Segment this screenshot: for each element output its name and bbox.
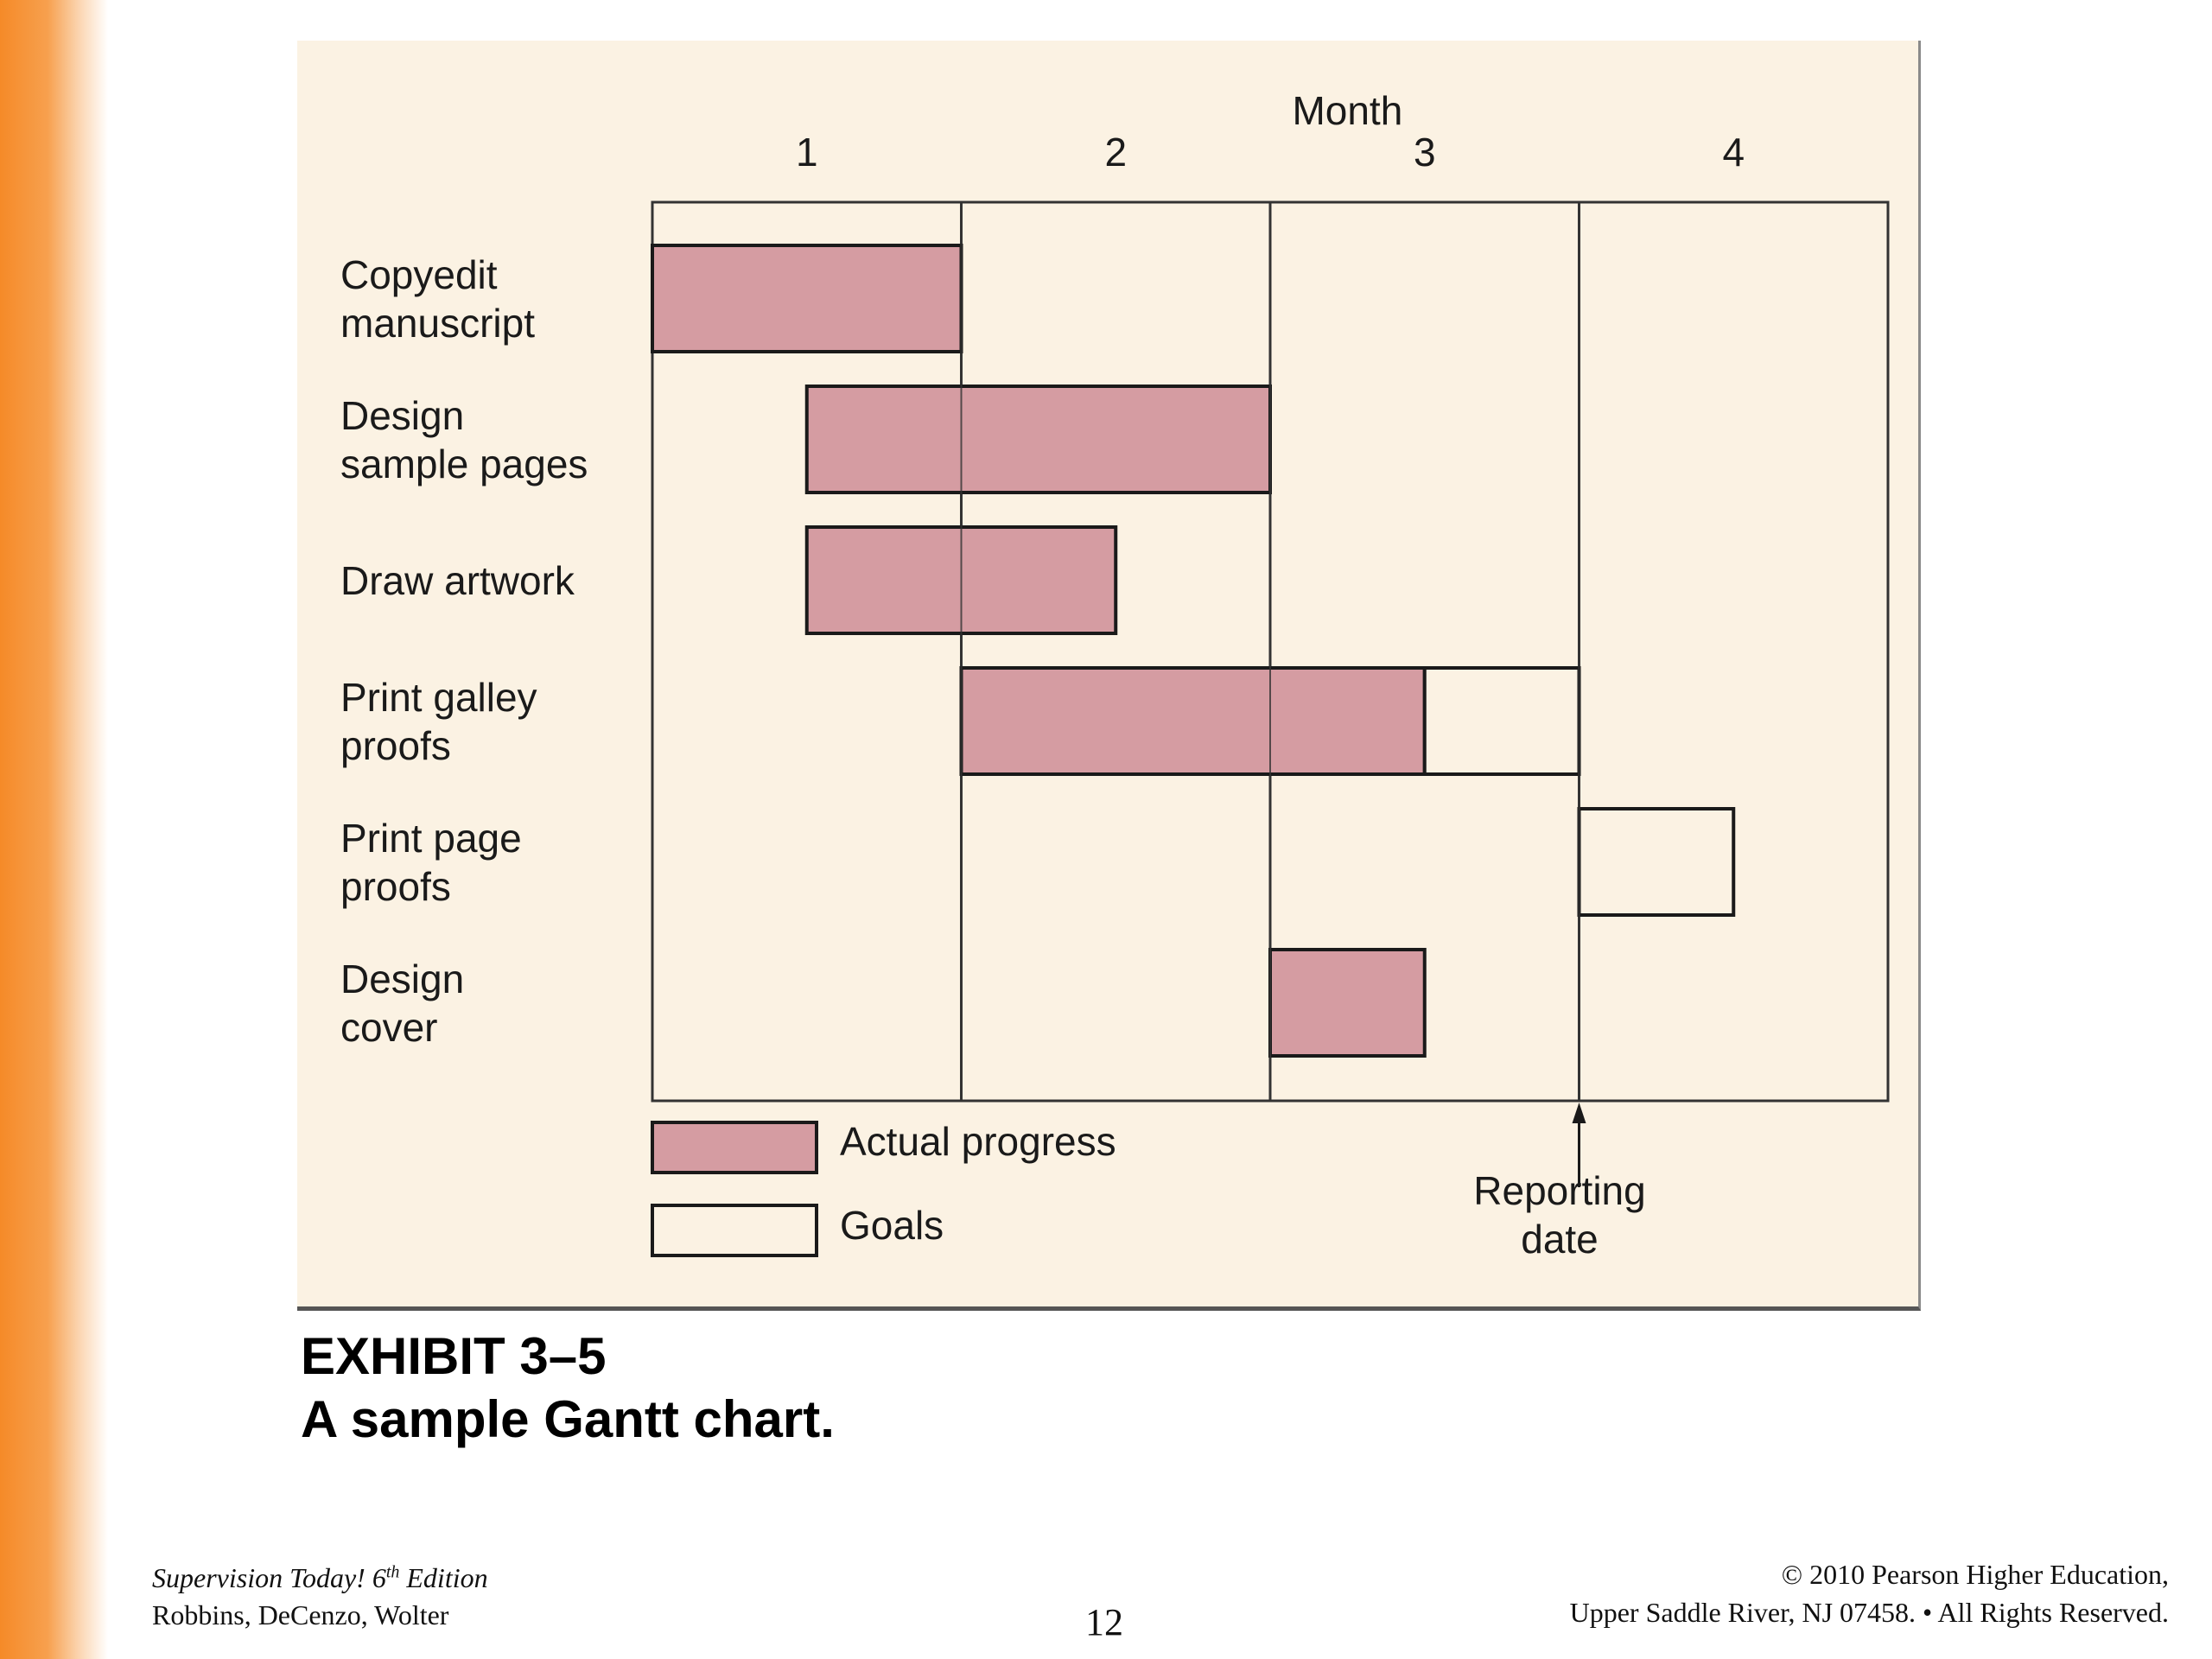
task-label: Print page proofs (340, 814, 626, 911)
reporting-date-label: Reporting date (1417, 1166, 1702, 1263)
month-tick-label: 1 (796, 130, 818, 175)
task-label: Copyedit manuscript (340, 251, 626, 347)
task-label-line: cover (340, 1004, 438, 1050)
book-title: Supervision Today! 6th Edition (152, 1562, 488, 1594)
actual-progress-bar (959, 666, 1427, 776)
legend-swatch-goals (651, 1204, 818, 1257)
reporting-label-line: date (1521, 1217, 1599, 1262)
task-label: Design sample pages (340, 391, 626, 488)
actual-progress-bar (804, 385, 1272, 494)
goal-bar (1422, 666, 1581, 776)
task-label-line: proofs (340, 722, 451, 768)
task-label-line: Print galley (340, 674, 537, 720)
accent-bar (0, 0, 108, 1659)
book-title-text: Supervision Today! 6 (152, 1562, 386, 1593)
exhibit-number: EXHIBIT 3–5 (301, 1327, 607, 1385)
task-label-line: Draw artwork (340, 557, 575, 603)
task-label-line: Copyedit (340, 251, 498, 297)
task-label: Draw artwork (340, 556, 626, 605)
task-label-line: sample pages (340, 441, 588, 486)
task-label-line: Design (340, 956, 465, 1001)
task-label-line: manuscript (340, 300, 535, 346)
task-label-line: proofs (340, 863, 451, 909)
task-label-line: Print page (340, 815, 522, 861)
copyright: © 2010 Pearson Higher Education, (1781, 1559, 2169, 1590)
actual-progress-bar (1268, 948, 1427, 1058)
legend-label-goals: Goals (840, 1203, 944, 1248)
reporting-date-arrowhead (1572, 1103, 1586, 1123)
page-number: 12 (1085, 1601, 1123, 1643)
publisher-address: Upper Saddle River, NJ 07458. • All Righ… (1569, 1597, 2169, 1628)
task-label: Print galley proofs (340, 673, 626, 770)
gantt-chart: Month 1 2 3 4 (651, 88, 1890, 1257)
month-tick-label: 4 (1722, 130, 1745, 175)
chart-panel: Month 1 2 3 4 (297, 41, 1921, 1311)
task-label-line: Design (340, 392, 465, 438)
legend-swatch-actual (651, 1121, 818, 1174)
task-label: Design cover (340, 955, 626, 1052)
month-tick-label: 2 (1104, 130, 1127, 175)
goal-bar (1577, 807, 1736, 917)
legend-label-actual: Actual progress (840, 1119, 1116, 1164)
chart-title: A sample Gantt chart. (301, 1390, 835, 1448)
book-edition-sup: th (385, 1562, 400, 1582)
reporting-label-line: Reporting (1473, 1168, 1646, 1213)
x-axis-title: Month (1292, 88, 1402, 133)
authors: Robbins, DeCenzo, Wolter (152, 1599, 449, 1630)
month-tick-label: 3 (1414, 130, 1436, 175)
actual-progress-bar (651, 244, 963, 353)
book-edition-text: Edition (399, 1562, 488, 1593)
